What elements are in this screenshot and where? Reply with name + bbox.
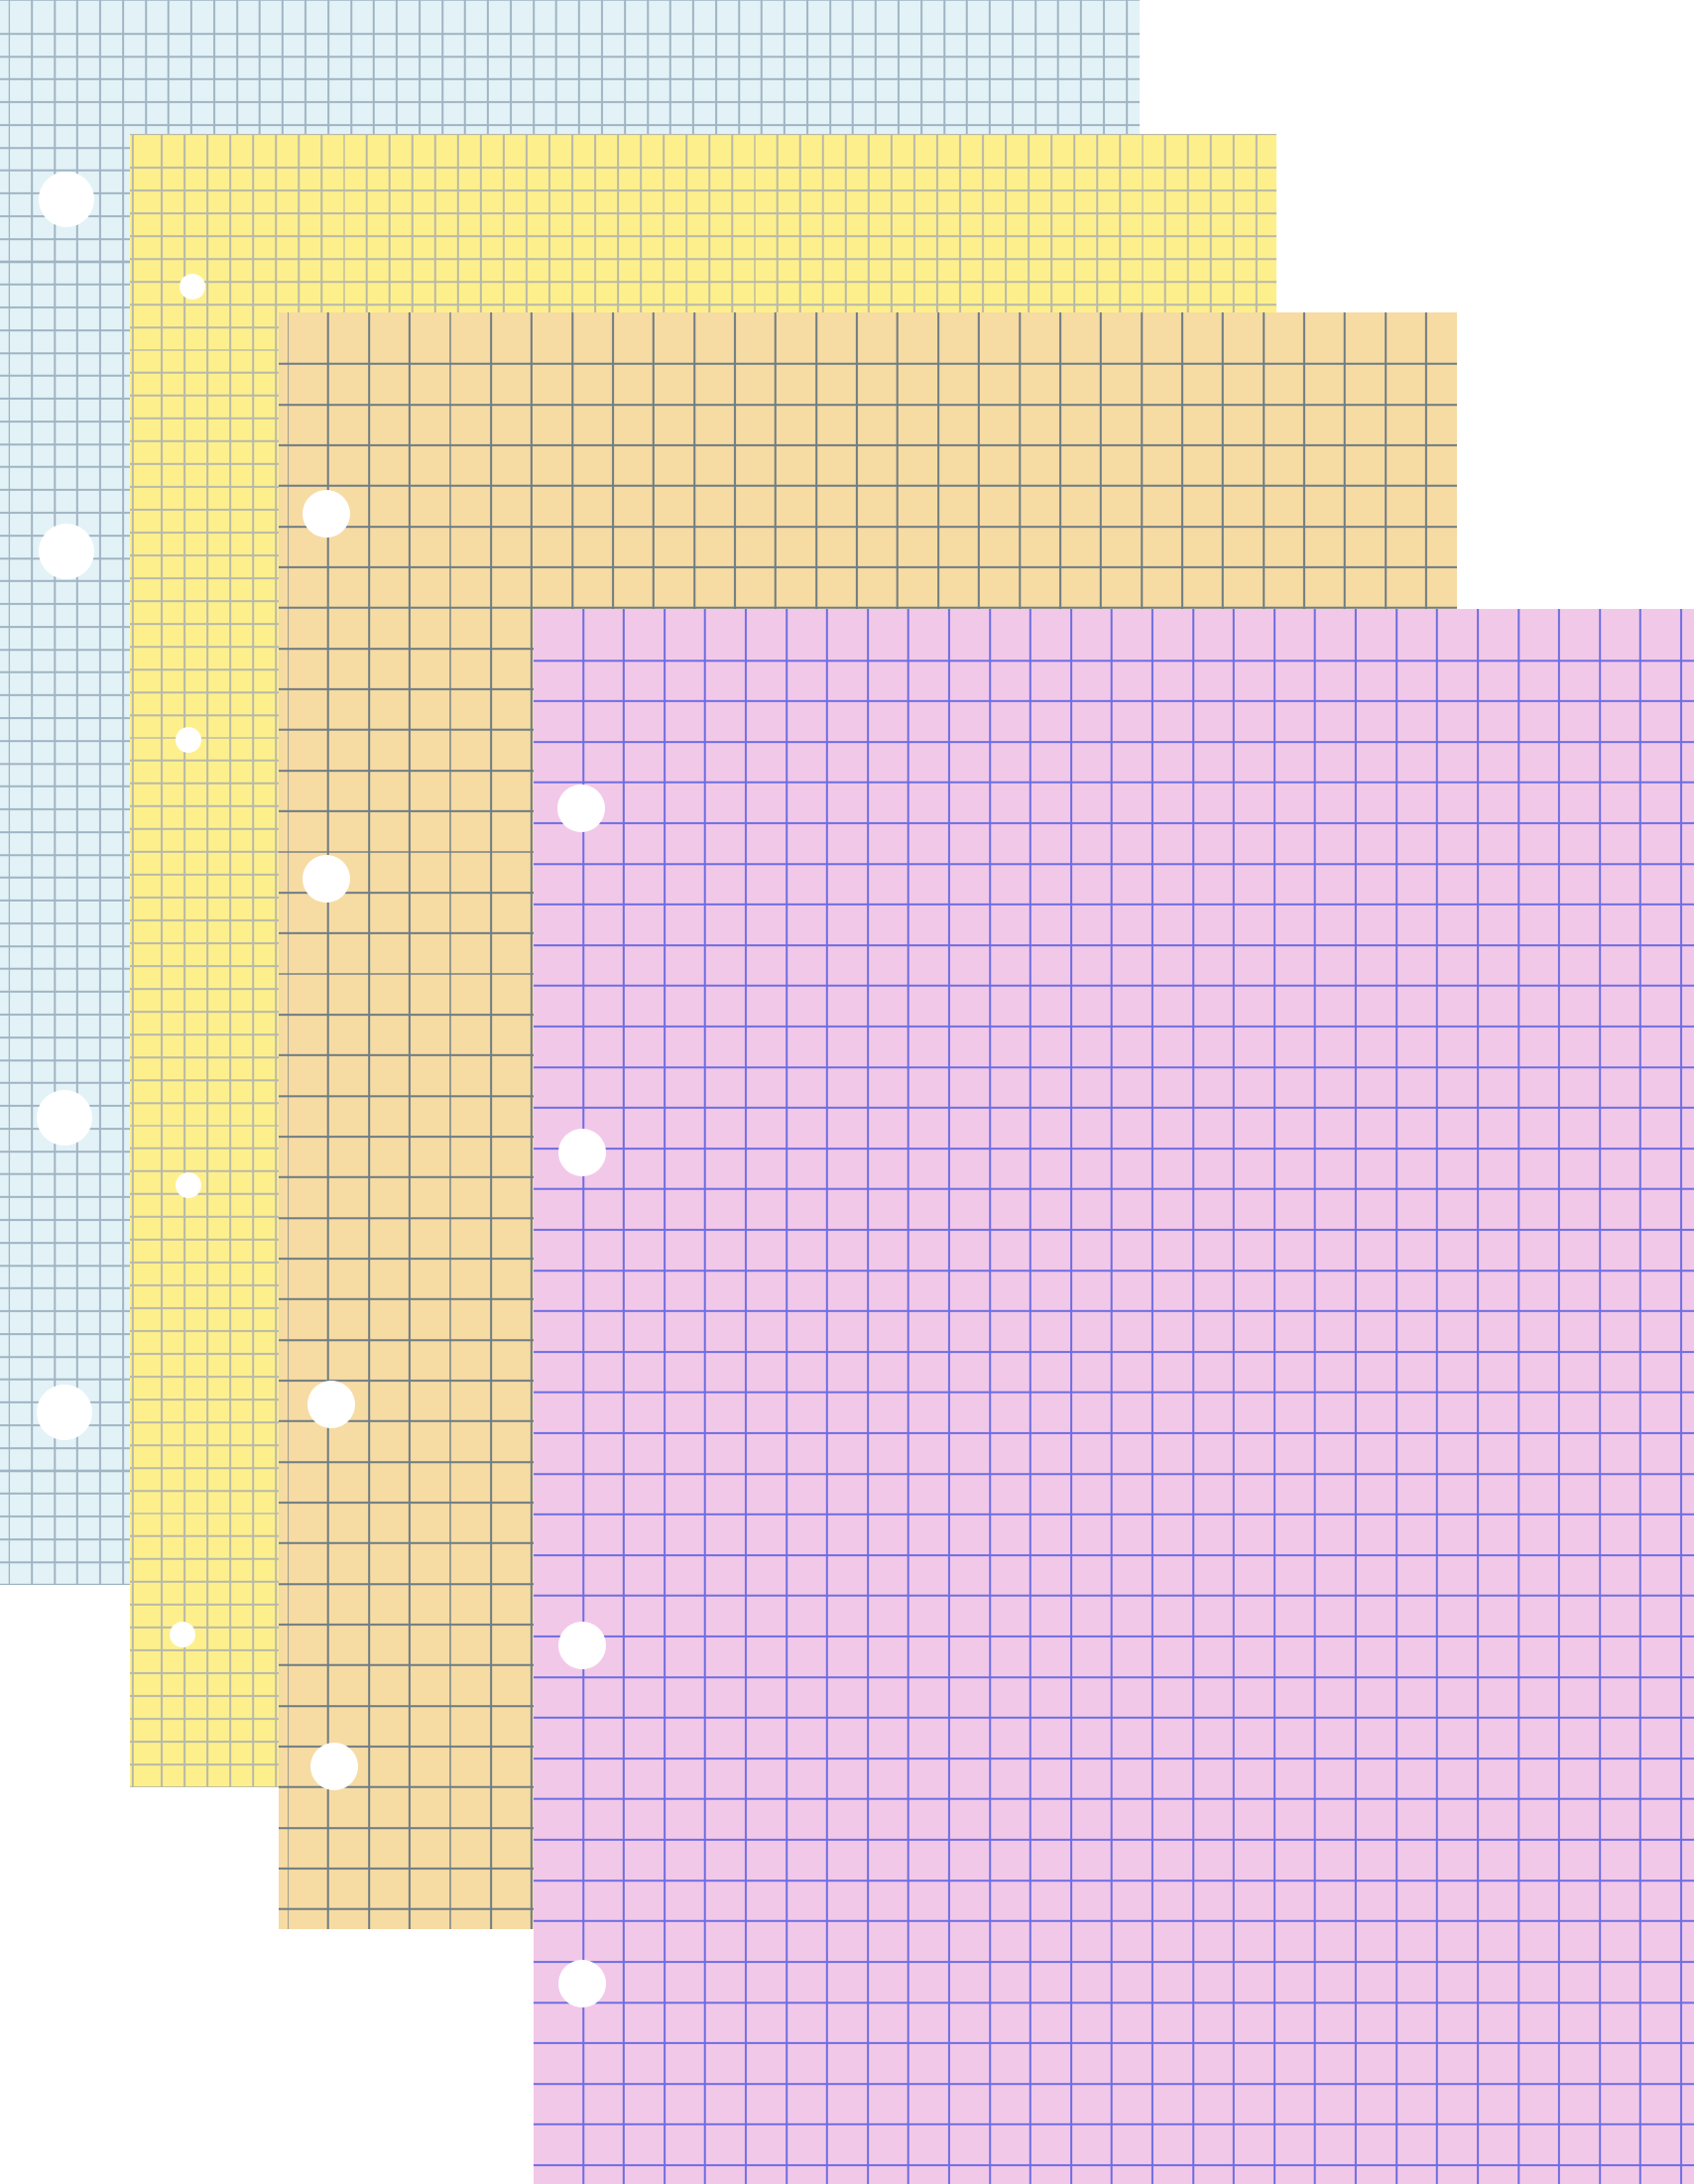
punch-hole xyxy=(37,1385,92,1440)
punch-hole xyxy=(170,1622,195,1647)
punch-hole xyxy=(558,1960,606,2007)
punch-hole xyxy=(310,1743,358,1790)
punch-hole xyxy=(39,172,94,227)
punch-hole xyxy=(558,1622,606,1669)
punch-hole xyxy=(176,727,201,753)
punch-hole xyxy=(180,274,205,300)
punch-hole xyxy=(37,1090,92,1146)
punch-hole xyxy=(558,1129,606,1176)
punch-hole xyxy=(302,855,350,903)
punch-hole xyxy=(176,1172,201,1198)
graph-paper-sheet-pink xyxy=(534,609,1694,2184)
punch-hole xyxy=(557,785,605,832)
punch-hole xyxy=(302,490,350,538)
punch-hole xyxy=(307,1381,355,1428)
punch-hole xyxy=(39,524,94,579)
